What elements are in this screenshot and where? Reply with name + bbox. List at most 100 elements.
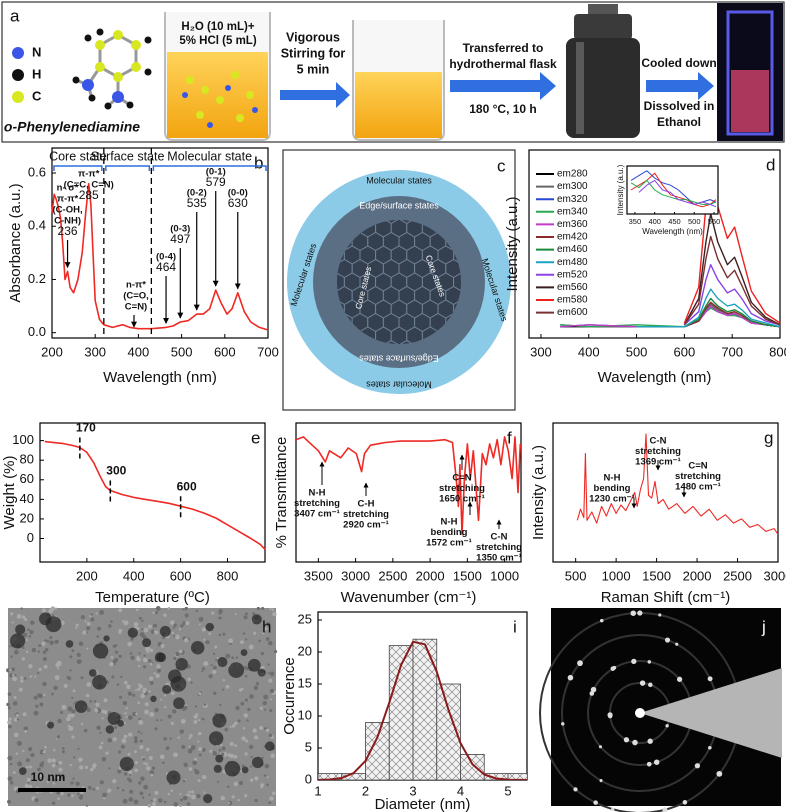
y-tick-label: 60 [20, 471, 34, 486]
tem-noise [269, 607, 272, 611]
tem-noise [235, 705, 240, 711]
tem-noise [96, 635, 99, 638]
tem-noise [103, 698, 108, 703]
tem-noise [183, 795, 188, 801]
tem-noise [120, 744, 126, 749]
tem-noise [212, 665, 217, 670]
tem-noise [233, 721, 238, 726]
x-tick-label: 600 [214, 344, 236, 359]
band-annotation: N-H [441, 517, 458, 528]
tem-noise [264, 627, 268, 631]
tem-noise [148, 793, 151, 796]
tem-noise [201, 717, 205, 721]
tem-noise [69, 763, 72, 767]
tem-noise [187, 748, 193, 754]
tem-noise [150, 773, 154, 777]
atom-h [12, 69, 24, 81]
x-tick-label: 200 [76, 568, 98, 583]
tem-noise [18, 687, 23, 692]
tem-noise [253, 631, 257, 635]
tem-noise [155, 719, 159, 722]
tem-noise [86, 647, 89, 650]
y-axis-label: Absorbance (a.u.) [7, 183, 24, 302]
tem-noise [29, 675, 33, 678]
step-text: Transferred to [463, 41, 544, 55]
tem-noise [227, 801, 231, 805]
tem-noise [140, 732, 143, 735]
tem-noise [175, 634, 180, 640]
shell-label: Edge/surface states [359, 354, 439, 364]
beam-stop [640, 668, 782, 758]
tem-noise [201, 774, 207, 780]
tem-noise [52, 782, 56, 785]
tem-noise [264, 708, 267, 711]
tem-noise [212, 669, 217, 674]
tem-noise [9, 673, 14, 678]
tem-noise [110, 620, 113, 623]
tem-noise [76, 792, 80, 796]
tem-noise [163, 613, 167, 617]
tem-noise [83, 728, 88, 733]
y-tick-label: 0.6 [28, 164, 46, 179]
tem-noise [12, 674, 15, 677]
tem-noise [118, 695, 123, 699]
panel-label: f [507, 428, 512, 447]
tem-noise [117, 750, 122, 754]
tem-particle [215, 754, 224, 763]
saed-spot [590, 686, 597, 693]
data-line [630, 179, 717, 205]
data-line [636, 297, 781, 328]
tem-noise [144, 709, 149, 715]
tem-noise [184, 637, 189, 643]
tem-noise [203, 638, 206, 641]
tem-particle [142, 638, 152, 648]
region-bracket [105, 165, 151, 171]
tem-noise [93, 700, 97, 703]
tem-noise [117, 769, 122, 774]
tem-noise [105, 751, 109, 755]
tem-noise [209, 749, 213, 753]
tem-particle [103, 635, 110, 642]
tem-noise [101, 757, 107, 762]
tem-particle [92, 674, 107, 690]
panel-label: a [10, 6, 20, 25]
y-axis-label: % Transmittance [273, 437, 290, 549]
saed-spot [647, 739, 652, 744]
tem-noise [225, 685, 230, 689]
tem-noise [12, 676, 17, 682]
band-annotation: C-N [650, 436, 667, 447]
y-tick-label: 0.4 [28, 218, 46, 233]
tem-noise [231, 724, 236, 728]
tem-noise [193, 719, 198, 724]
plot-frame [626, 165, 719, 215]
tem-noise [71, 696, 74, 699]
tem-noise [51, 801, 56, 805]
tem-noise [231, 795, 235, 799]
transition-note: n-π* [126, 280, 146, 291]
tem-noise [221, 746, 226, 751]
tem-noise [92, 788, 95, 791]
tem-noise [42, 681, 47, 687]
tem-particle [166, 770, 181, 785]
tem-noise [169, 737, 172, 740]
tem-noise [60, 711, 64, 714]
tem-noise [153, 672, 156, 675]
tem-noise [96, 786, 100, 790]
tem-noise [234, 613, 237, 616]
tem-noise [118, 608, 123, 613]
saed-spot [561, 722, 565, 726]
tem-noise [266, 776, 269, 779]
tem-particle [89, 669, 97, 677]
tem-noise [34, 798, 39, 803]
tem-noise [212, 750, 216, 754]
data-line [318, 640, 527, 780]
legend-label: em560 [557, 282, 588, 293]
tem-noise [73, 702, 76, 705]
tem-particle [107, 711, 121, 725]
tem-noise [222, 678, 226, 682]
tem-noise [57, 718, 62, 724]
tem-noise [188, 767, 193, 771]
tem-panel: 10 nm h [6, 606, 278, 808]
tem-noise [59, 775, 64, 780]
tem-noise [187, 677, 191, 682]
